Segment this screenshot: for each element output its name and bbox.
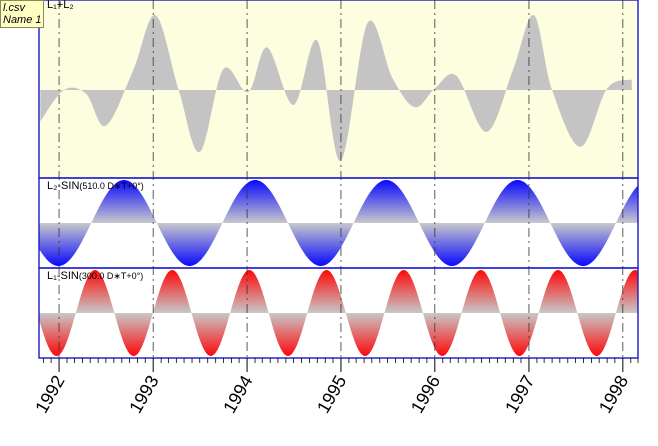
l1-title-main: L₁-SIN [47,270,79,282]
vertical-gridlines [58,0,624,358]
l1-title-detail: (300.0 D∗T+0°) [79,271,143,281]
tooltip-file: l.csv [3,2,25,14]
l2-panel-title: L₂-SIN(510.0 D∗T+0°) [47,180,144,192]
l2-sine-area [39,180,638,266]
x-tick-label: 1997 [501,372,538,417]
l2-panel [39,180,638,266]
l1-sine-area [39,270,638,356]
l2-title-detail: (510.0 D∗T+0°) [79,181,143,191]
sum-panel [40,14,632,162]
panel-border [38,267,639,359]
l1-panel [39,270,638,356]
x-tick-label: 1995 [313,372,350,417]
sum-area [40,14,632,162]
x-tick-label: 1996 [407,372,444,417]
x-tick-label: 1993 [125,372,162,417]
l1-panel-title: L₁-SIN(300.0 D∗T+0°) [47,270,143,282]
x-tick-label: 1992 [31,372,68,417]
x-tick-label: 1998 [595,372,632,417]
l2-title-main: L₂-SIN [47,180,79,192]
sum-panel-title: L₁+L₂ [47,0,74,11]
time-axis: 1992 1993 1994 1995 1996 1997 1998 [31,358,639,417]
tooltip-name: Name 1 [3,14,42,26]
x-tick-label: 1994 [219,372,256,417]
data-tooltip: l.csv Name 1 [0,0,44,28]
